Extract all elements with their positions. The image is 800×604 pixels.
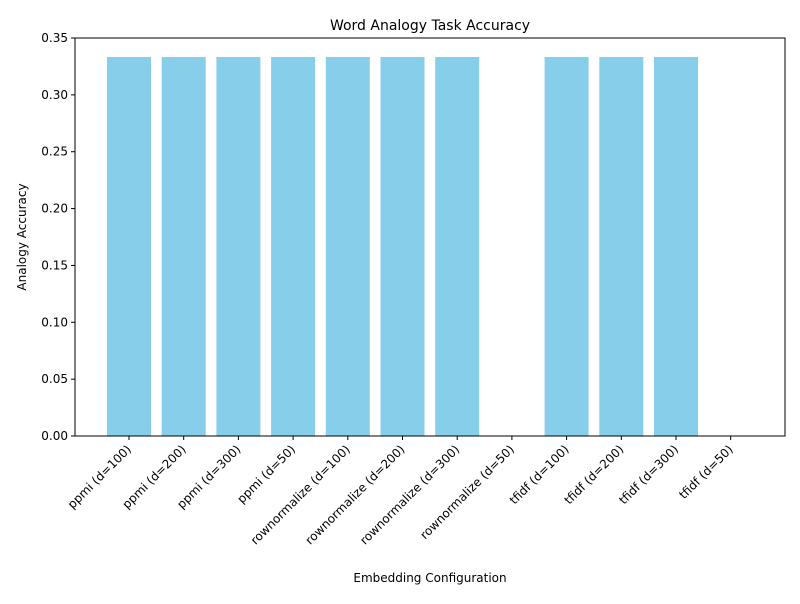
- bar-6: [435, 56, 480, 437]
- bar-5: [380, 56, 425, 437]
- chart-title: Word Analogy Task Accuracy: [330, 18, 530, 34]
- plot-frame: [74, 37, 786, 437]
- y-tick-label-4: 0.20: [41, 202, 68, 216]
- y-axis-label: Analogy Accuracy: [15, 183, 29, 290]
- bar-3: [271, 56, 316, 437]
- y-tick-label-2: 0.10: [41, 315, 68, 329]
- bar-4: [325, 56, 370, 437]
- bar-1: [161, 56, 206, 437]
- bar-10: [654, 56, 698, 437]
- bars-group: [107, 56, 698, 437]
- y-tick-label-0: 0.00: [41, 429, 68, 443]
- y-tick-label-7: 0.35: [41, 31, 68, 45]
- y-axis: 0.00 0.05 0.10 0.15 0.20 0.25 0.30 0.35: [41, 31, 75, 443]
- y-tick-label-1: 0.05: [41, 372, 68, 386]
- bar-0: [107, 56, 151, 437]
- y-tick-label-6: 0.30: [41, 88, 68, 102]
- y-tick-label-3: 0.15: [41, 258, 68, 272]
- bar-8: [544, 56, 589, 437]
- bar-2: [216, 56, 261, 437]
- bar-9: [599, 56, 644, 437]
- x-axis-label: Embedding Configuration: [353, 571, 506, 585]
- y-tick-label-5: 0.25: [41, 145, 68, 159]
